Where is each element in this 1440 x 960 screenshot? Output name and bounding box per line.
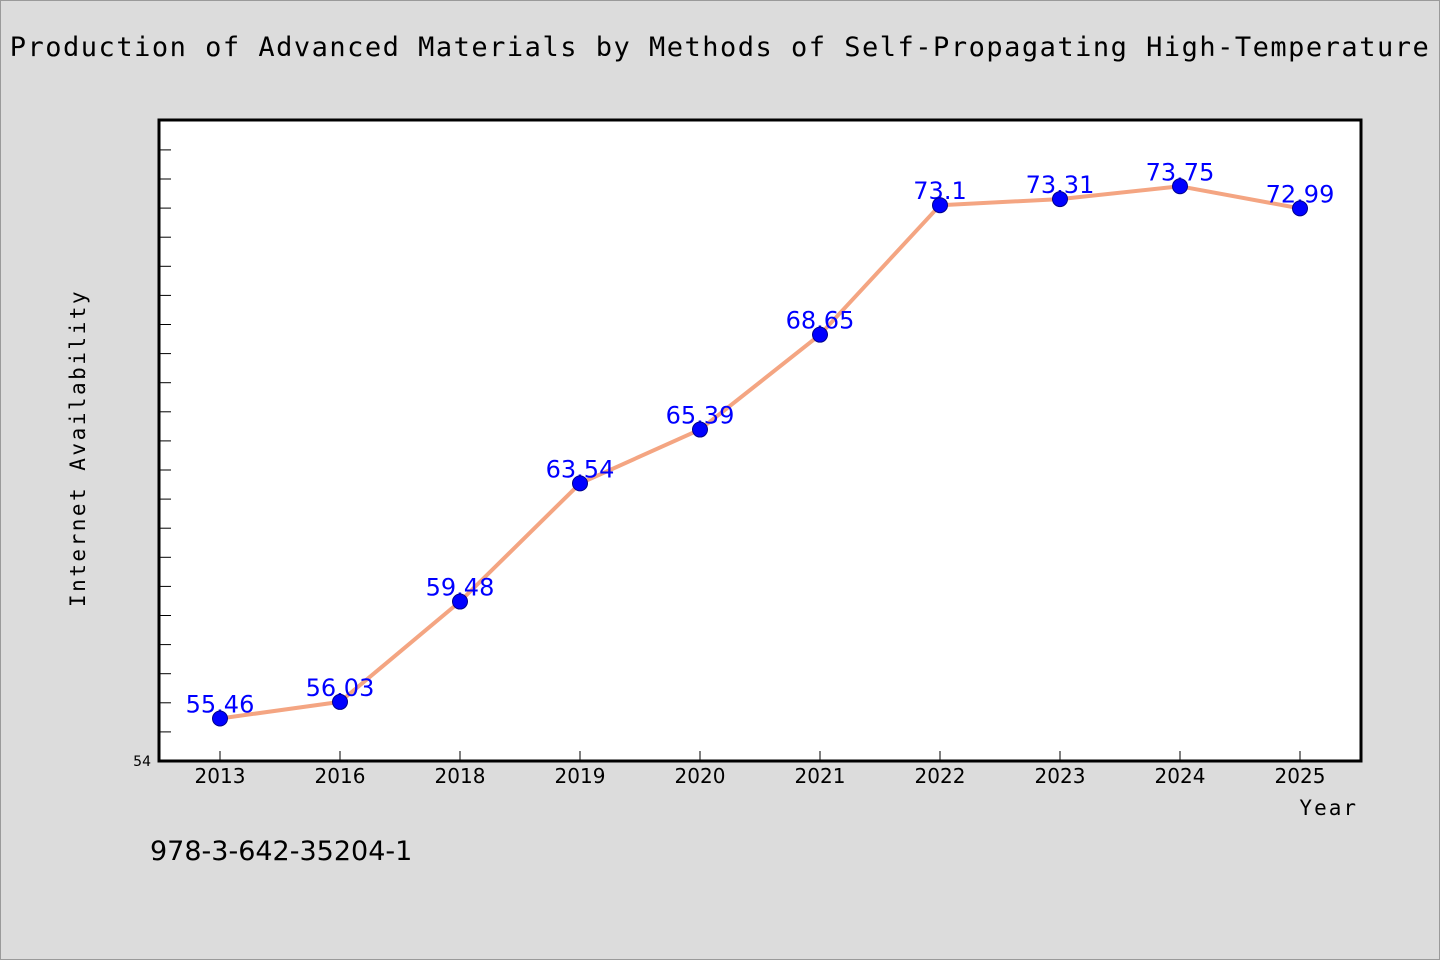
data-point <box>452 593 468 610</box>
x-tick-label: 2022 <box>915 764 966 788</box>
y-axis-label: Internet Availability <box>66 288 90 608</box>
x-tick-label: 2016 <box>315 764 366 788</box>
x-tick-label: 2023 <box>1035 764 1086 788</box>
data-point <box>1292 200 1308 217</box>
x-tick-label: 2021 <box>795 764 846 788</box>
x-tick-label: 2024 <box>1155 764 1206 788</box>
y-tick-label: 54 <box>133 754 151 770</box>
footer-isbn-text: 978-3-642-35204-1 <box>150 836 413 867</box>
data-point <box>1172 178 1188 195</box>
chart-title: Production of Advanced Materials by Meth… <box>9 32 1431 63</box>
data-point <box>932 197 948 214</box>
x-tick-label: 2018 <box>435 764 486 788</box>
data-point <box>1052 191 1068 208</box>
x-tick-label: 2013 <box>195 764 246 788</box>
x-axis-label: Year <box>1299 796 1358 820</box>
plot-border <box>157 118 1363 763</box>
data-point <box>572 475 588 492</box>
plot-area <box>159 120 1361 761</box>
series-line <box>219 184 1301 721</box>
data-point <box>332 693 348 710</box>
data-point <box>212 710 228 727</box>
data-point <box>692 421 708 438</box>
x-tick-label: 2020 <box>675 764 726 788</box>
x-tick-label: 2019 <box>555 764 606 788</box>
data-point <box>812 326 828 343</box>
x-tick-label: 2025 <box>1275 764 1326 788</box>
